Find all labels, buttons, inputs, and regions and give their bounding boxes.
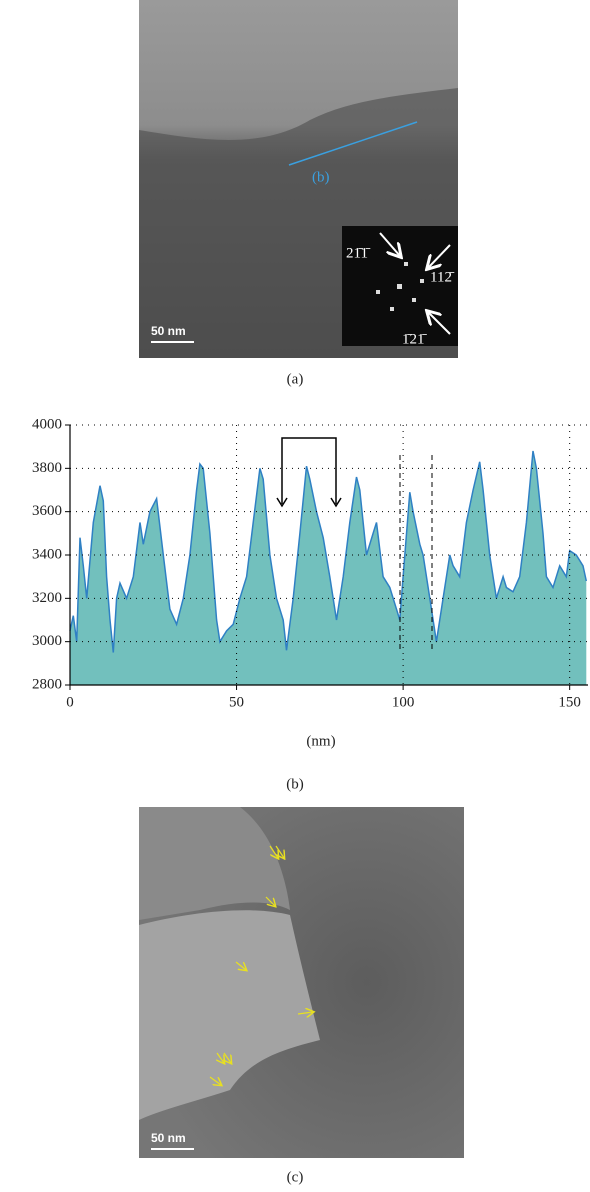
scale-label: 50 nm: [151, 1131, 186, 1145]
profile-line: [288, 121, 418, 166]
caption: (a): [287, 371, 304, 387]
y-tick-label: 2800: [32, 676, 62, 692]
arrow: [428, 244, 451, 268]
film-region: [139, 910, 320, 1120]
x-tick-label: 100: [392, 694, 415, 710]
x-tick-label: 0: [66, 694, 74, 710]
y-tick-label: 3000: [32, 633, 62, 649]
bracket: [281, 437, 337, 504]
film-region: [139, 807, 290, 920]
x-tick-label: 150: [558, 694, 581, 710]
y-tick-label: 3400: [32, 546, 62, 562]
scale-label: 50 nm: [151, 324, 186, 338]
caption: (c): [287, 1169, 304, 1185]
chart: 2800 3000 3200 3400 3600 3800 4000 0 50 100 150 (nm…: [32, 416, 588, 792]
y-tick-label: 4000: [32, 416, 62, 432]
x-tick-label: 50: [229, 694, 244, 710]
caption: (b): [286, 776, 304, 792]
fft-spots: [376, 262, 424, 311]
miller-index: 112̄: [430, 269, 455, 285]
line-label: (b): [312, 169, 330, 185]
y-tick-label: 3200: [32, 590, 62, 606]
axes: [69, 425, 588, 686]
yellow-arrows: [209, 845, 313, 1085]
arrow: [379, 232, 400, 256]
y-tick-label: 3600: [32, 503, 62, 519]
miller-index: 21̄1̄: [346, 245, 371, 261]
arrow: [428, 312, 451, 335]
y-tick-label: 3800: [32, 460, 62, 476]
area-line: [69, 450, 588, 653]
bracket-arrows: [276, 497, 342, 508]
x-axis-label: (nm): [306, 733, 335, 749]
miller-index: 1̄21̄: [402, 331, 428, 347]
